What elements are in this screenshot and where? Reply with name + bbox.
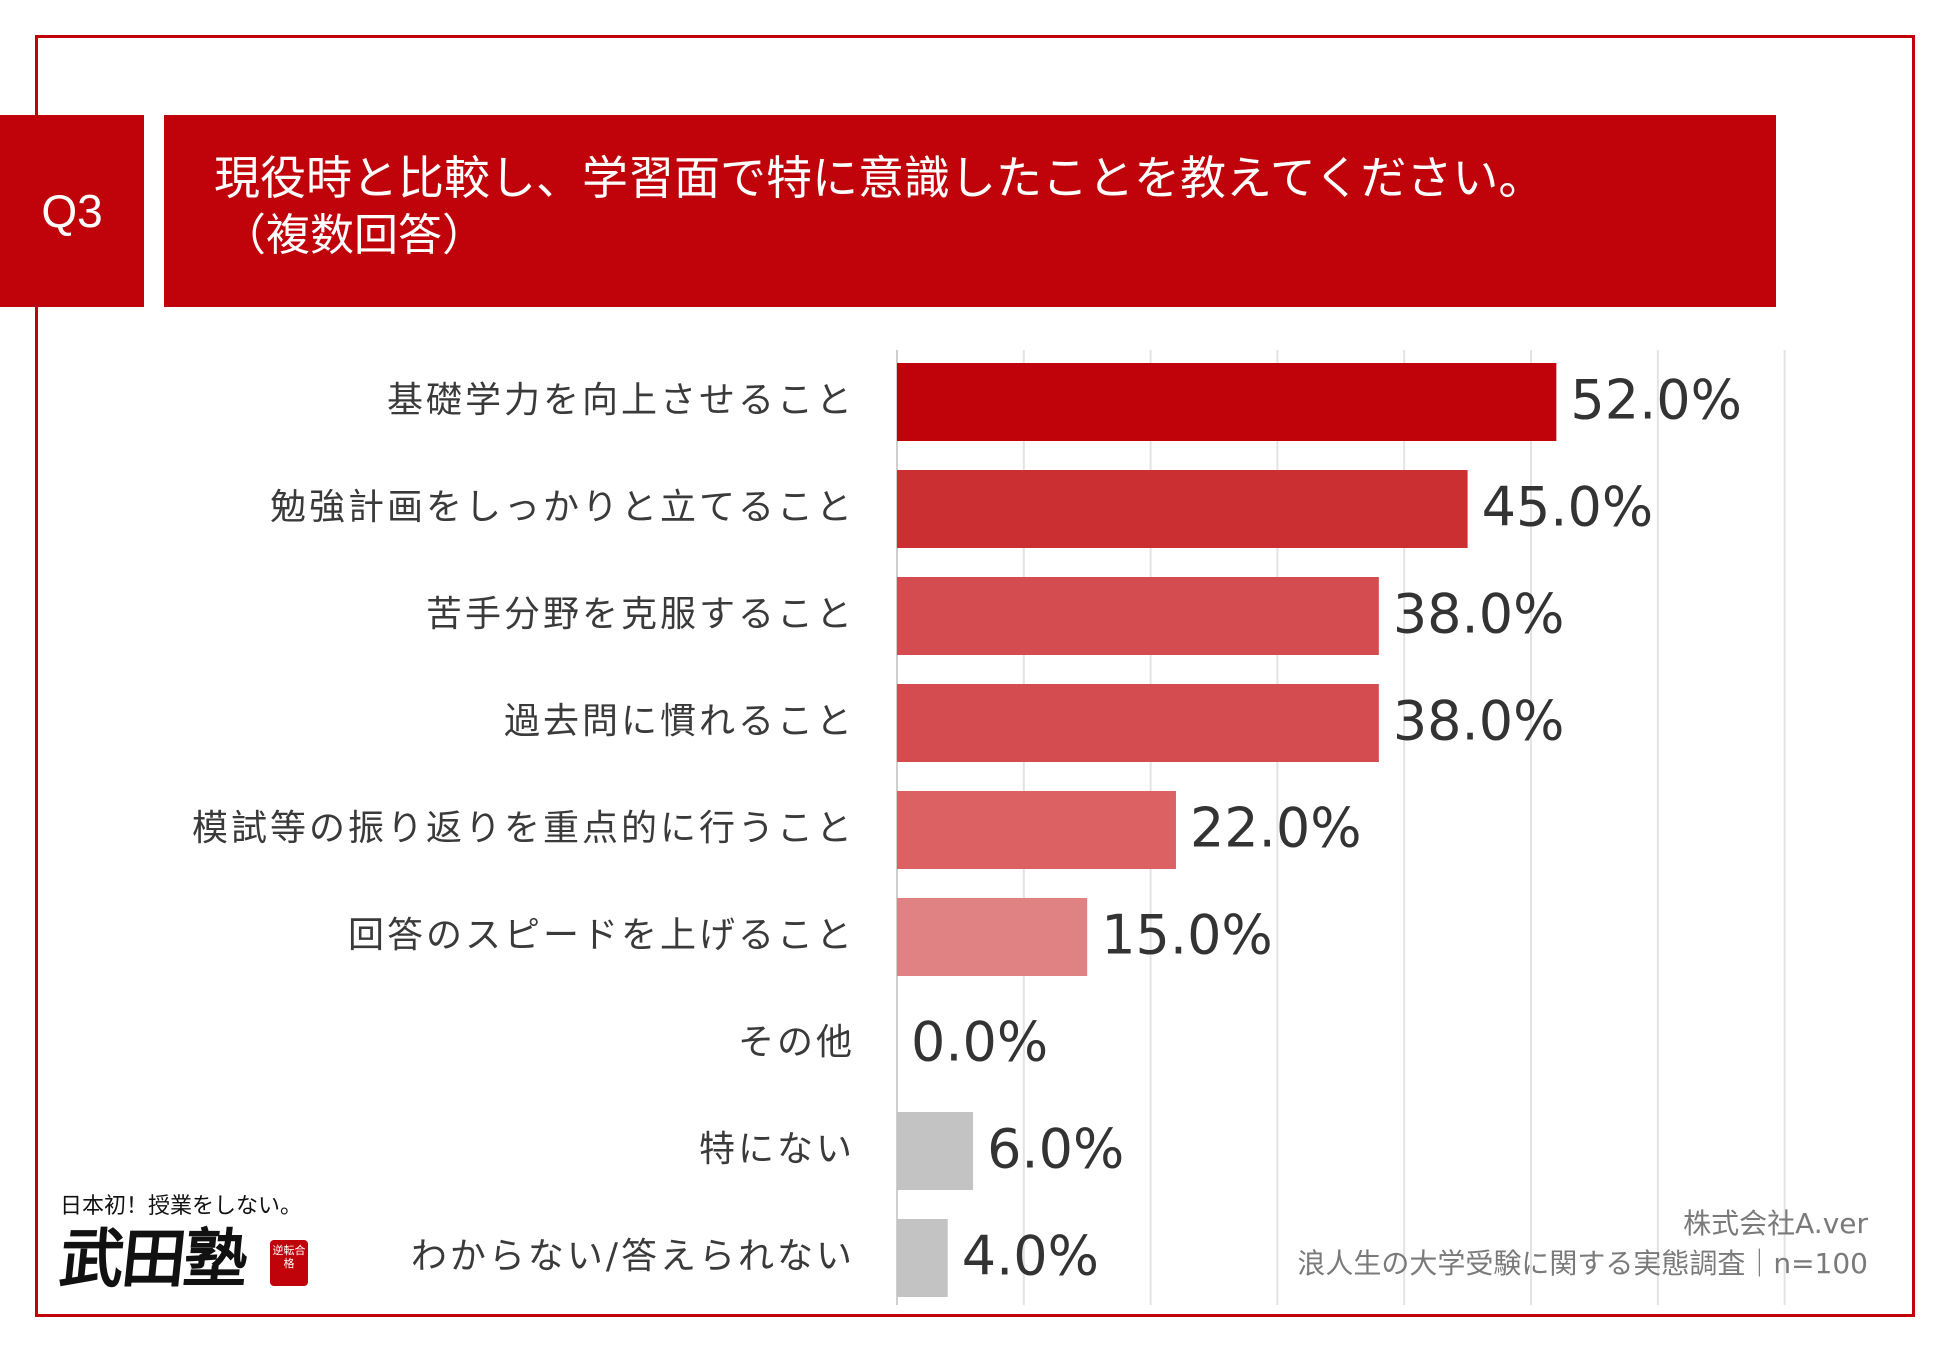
question-note: （複数回答） [222,210,486,261]
category-label: 基礎学力を向上させること [387,380,855,421]
category-label: 勉強計画をしっかりと立てること [270,487,855,528]
chart-frame [35,35,1915,1317]
bar [897,470,1468,548]
source-company: 株式会社A.ver [1683,1207,1868,1240]
bar [897,577,1379,655]
logo-name: 武田塾 [56,1222,250,1297]
value-label: 38.0% [1393,690,1565,753]
bar [897,363,1557,441]
category-label: 苦手分野を克服すること [426,594,855,635]
bar [897,1112,974,1190]
category-label: 特にない [699,1129,855,1170]
question-title-banner: 現役時と比較し、学習面で特に意識したことを教えてください。 （複数回答） [164,115,1776,307]
category-label: 過去問に慣れること [504,701,855,742]
question-number: Q3 [41,185,103,237]
question-number-badge: Q3 [0,115,144,307]
category-label: わからない/答えられない [411,1236,855,1277]
bar [897,791,1176,869]
bar [897,898,1088,976]
value-label: 4.0% [962,1225,1099,1288]
brand-logo: 日本初！授業をしない。 武田塾 逆転合格 [56,1188,310,1308]
category-label: 模試等の振り返りを重点的に行うこと [192,808,855,849]
value-label: 22.0% [1190,797,1362,860]
source-note: 株式会社A.ver 浪人生の大学受験に関する実態調査｜n=100 [1297,1204,1868,1284]
source-survey: 浪人生の大学受験に関する実態調査｜n=100 [1297,1247,1868,1280]
logo-tagline: 日本初！授業をしない。 [60,1194,303,1219]
logo-seal: 逆転合格 [270,1240,308,1286]
category-label: 回答のスピードを上げること [348,915,855,956]
bar [897,1219,948,1297]
bar [897,684,1379,762]
value-label: 38.0% [1393,583,1565,646]
question-text: 現役時と比較し、学習面で特に意識したことを教えてください。 [214,151,1545,205]
value-label: 6.0% [987,1118,1124,1181]
value-label: 52.0% [1570,369,1742,432]
value-label: 45.0% [1482,476,1654,539]
category-label: その他 [738,1022,855,1063]
value-label: 15.0% [1101,904,1273,967]
value-label: 0.0% [911,1011,1048,1074]
